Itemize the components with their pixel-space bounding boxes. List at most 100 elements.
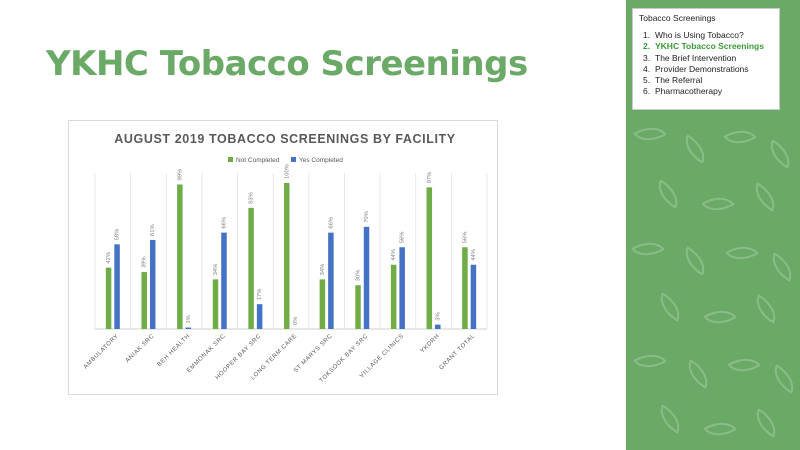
toc-item-label: The Referral: [655, 75, 703, 86]
bar-not-completed: [105, 267, 112, 329]
leaf-decoration: [749, 294, 783, 324]
data-label-not-completed: 100%: [284, 164, 290, 179]
bar-yes-completed: [185, 327, 192, 329]
data-label-yes-completed: 3%: [435, 312, 441, 320]
data-label-not-completed: 30%: [356, 270, 362, 282]
data-label-yes-completed: 70%: [364, 211, 370, 223]
toc-item-number: 1.: [643, 30, 651, 40]
data-label-yes-completed: 58%: [115, 229, 121, 241]
data-label-yes-completed: 56%: [400, 232, 406, 244]
legend-label-not-completed: Not Completed: [236, 157, 280, 164]
bar-yes-completed: [149, 239, 156, 329]
toc-item-number: 4.: [643, 63, 651, 74]
leaf-decoration: [723, 122, 757, 152]
toc-item-number: 5.: [643, 75, 651, 86]
bar-not-completed: [355, 285, 361, 329]
bar-not-completed: [426, 187, 433, 329]
data-label-not-completed: 34%: [213, 264, 219, 276]
category-label: AMBULATORY: [83, 333, 120, 370]
leaf-decoration: [653, 292, 687, 322]
data-label-yes-completed: 0%: [293, 317, 299, 325]
bar-not-completed: [141, 272, 147, 329]
bar-yes-completed: [435, 324, 441, 329]
category-label: ANIAK SRC: [125, 333, 156, 364]
category-label: YKDRH: [420, 333, 441, 354]
leaf-decoration: [651, 179, 685, 209]
leaf-decoration: [701, 189, 735, 219]
data-label-yes-completed: 61%: [150, 224, 156, 236]
bar-not-completed: [319, 279, 326, 329]
category-label: ST MARYS SRC: [293, 333, 334, 374]
data-label-not-completed: 44%: [391, 249, 397, 261]
leaf-decoration: [703, 414, 737, 444]
toc-item-number: 6.: [643, 86, 651, 97]
leaf-decoration: [763, 139, 797, 169]
category-label: GRANT TOTAL: [439, 333, 477, 371]
data-label-not-completed: 34%: [320, 264, 326, 276]
bar-yes-completed: [221, 232, 227, 329]
toc-item-number: 3.: [643, 52, 651, 63]
leaf-decoration: [681, 359, 715, 389]
toc-item-label: The Brief Intervention: [655, 52, 737, 63]
leaf-decoration: [767, 364, 800, 394]
leaf-decoration: [727, 350, 761, 380]
category-label: BEH HEALTH: [157, 333, 192, 368]
slide-title: YKHC Tobacco Screenings: [46, 44, 528, 84]
leaf-decoration: [748, 182, 782, 212]
toc-item-label: Pharmacotherapy: [655, 86, 723, 97]
leaf-decoration: [653, 404, 687, 434]
category-label: EMMONAK SRC: [186, 333, 227, 374]
bar-yes-completed: [256, 304, 263, 329]
bar-yes-completed: [114, 244, 120, 329]
bar-not-completed: [462, 247, 468, 329]
bar-yes-completed: [470, 264, 477, 329]
data-label-not-completed: 56%: [462, 232, 468, 244]
toc-item-label: Who is Using Tobacco?: [655, 30, 744, 40]
bar-yes-completed: [399, 247, 405, 329]
toc-item-label: YKHC Tobacco Screenings: [655, 41, 764, 52]
bar-not-completed: [248, 207, 254, 329]
bar-yes-completed: [328, 232, 334, 329]
toc-heading: Tobacco Screenings: [639, 13, 716, 23]
legend-label-yes-completed: Yes Completed: [299, 157, 343, 164]
data-label-not-completed: 39%: [142, 256, 148, 268]
data-label-yes-completed: 17%: [257, 289, 263, 301]
bar-not-completed: [177, 184, 183, 329]
chart-grid: [94, 173, 488, 330]
toc-item-number: 2.: [643, 41, 651, 52]
leaf-decoration: [725, 238, 759, 268]
toc-box: Tobacco Screenings 1. Who is Using Tobacc…: [632, 8, 780, 110]
toc-item-who-is-using-tobacco[interactable]: 1. Who is Using Tobacco?: [639, 30, 773, 41]
chart-bars: [105, 183, 477, 329]
toc-item-referral[interactable]: 5. The Referral: [639, 75, 773, 86]
data-label-yes-completed: 44%: [471, 249, 477, 261]
toc-item-ykhc-tobacco-screenings[interactable]: 2. YKHC Tobacco Screenings: [639, 41, 773, 52]
bar-yes-completed: [363, 226, 370, 329]
leaf-decoration: [678, 134, 712, 164]
leaf-decoration: [631, 234, 665, 264]
legend-swatch-not-completed: [228, 157, 233, 162]
data-label-yes-completed: 1%: [186, 315, 192, 323]
bar-chart: AUGUST 2019 TOBACCO SCREENINGS BY FACILI…: [83, 132, 488, 384]
leaf-decoration: [765, 252, 799, 282]
data-label-not-completed: 99%: [177, 169, 183, 181]
leaf-decoration: [633, 346, 667, 376]
toc-item-provider-demonstrations[interactable]: 4. Provider Demonstrations: [639, 64, 773, 75]
chart-title: AUGUST 2019 TOBACCO SCREENINGS BY FACILI…: [114, 132, 456, 146]
bar-not-completed: [284, 183, 290, 329]
toc-item-pharmacotherapy[interactable]: 6. Pharmacotherapy: [639, 86, 773, 97]
toc-list: 1. Who is Using Tobacco? 2. YKHC Tobacco S…: [639, 30, 773, 98]
leaf-decoration: [633, 119, 667, 149]
data-label-not-completed: 42%: [106, 252, 112, 264]
toc-item-label: Provider Demonstrations: [655, 63, 749, 74]
data-label-yes-completed: 66%: [222, 217, 228, 229]
leaf-decoration: [678, 246, 712, 276]
legend-swatch-yes-completed: [291, 157, 296, 162]
legend: Not Completed Yes Completed: [228, 157, 343, 164]
chart-data-labels: 42% 58% 39% 61% 99% 1% 34% 66% 83% 17% 100% 0% 34% 66…: [106, 164, 477, 325]
data-label-not-completed: 83%: [249, 192, 255, 204]
leaf-decoration: [749, 408, 783, 438]
bar-not-completed: [212, 279, 219, 329]
toc-item-brief-intervention[interactable]: 3. The Brief Intervention: [639, 53, 773, 64]
